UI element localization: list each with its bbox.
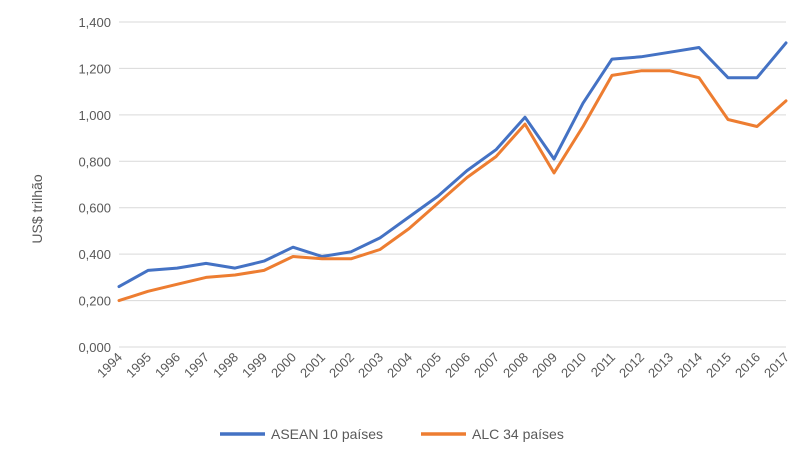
x-tick-label: 2010 — [558, 350, 589, 381]
x-tick-label: 2006 — [442, 350, 473, 381]
x-tick-label: 2009 — [529, 350, 560, 381]
series-lines — [117, 41, 788, 303]
y-tick-label: 0,000 — [78, 340, 111, 355]
x-tick-label: 2014 — [674, 350, 705, 381]
x-tick-label: 1997 — [181, 350, 212, 381]
x-tick-label: 2008 — [500, 350, 531, 381]
y-tick-label: 0,600 — [78, 201, 111, 216]
y-tick-label: 1,400 — [78, 15, 111, 30]
gridlines — [119, 21, 786, 348]
y-axis-ticks: 0,000 0,200 0,400 0,600 0,800 1,000 1,200 1,400 — [78, 15, 111, 355]
x-tick-label: 2015 — [703, 350, 734, 381]
x-tick-label: 2013 — [645, 350, 676, 381]
x-tick-label: 2005 — [413, 350, 444, 381]
y-tick-label: 0,800 — [78, 154, 111, 169]
x-axis-ticks: 1994199519961997199819992000200120022003… — [94, 350, 792, 381]
legend: ASEAN 10 países ALC 34 países — [220, 426, 564, 442]
x-tick-label: 1996 — [152, 350, 183, 381]
y-tick-label: 1,000 — [78, 108, 111, 123]
legend-label: ASEAN 10 países — [271, 426, 383, 442]
y-tick-label: 0,200 — [78, 294, 111, 309]
y-tick-label: 0,400 — [78, 247, 111, 262]
x-tick-label: 2002 — [326, 350, 357, 381]
y-tick-label: 1,200 — [78, 61, 111, 76]
x-tick-label: 1995 — [123, 350, 154, 381]
x-tick-label: 2012 — [616, 350, 647, 381]
series-line-2 — [117, 69, 788, 303]
x-tick-label: 2016 — [732, 350, 763, 381]
x-tick-label: 1998 — [210, 350, 241, 381]
x-tick-label: 2003 — [355, 350, 386, 381]
x-tick-label: 2004 — [384, 350, 415, 381]
x-tick-label: 2007 — [471, 350, 502, 381]
x-tick-label: 2001 — [297, 350, 328, 381]
x-tick-label: 2017 — [761, 350, 792, 381]
x-tick-label: 2011 — [588, 350, 618, 380]
legend-label: ALC 34 países — [472, 426, 564, 442]
y-axis-label: US$ trilhão — [29, 174, 45, 243]
series-line-1 — [117, 41, 788, 289]
x-tick-label: 2000 — [268, 350, 299, 381]
x-tick-label: 1999 — [239, 350, 270, 381]
